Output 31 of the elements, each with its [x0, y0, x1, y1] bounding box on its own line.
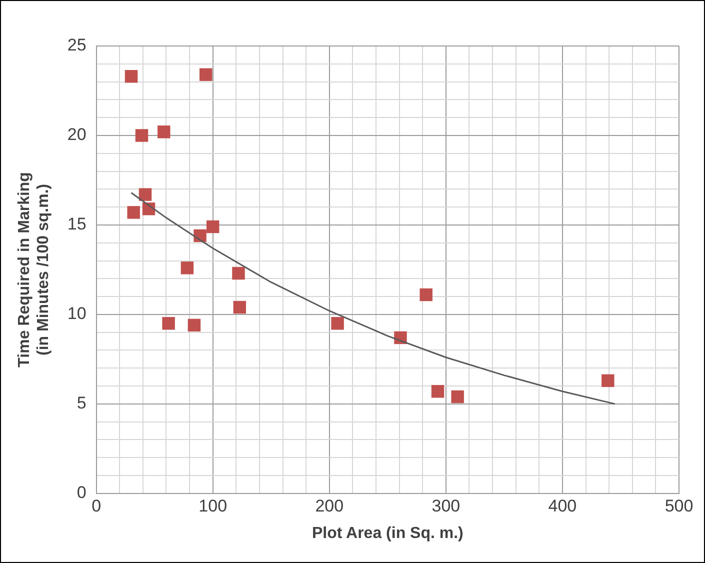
x-tick-label: 0 — [92, 496, 102, 516]
y-tick-label: 5 — [76, 394, 86, 413]
point — [451, 390, 464, 404]
point — [199, 68, 212, 81]
point — [127, 206, 140, 219]
y-tick-label: 20 — [67, 125, 86, 144]
y-tick-label: 15 — [67, 214, 86, 234]
point — [420, 288, 432, 302]
point — [138, 188, 152, 201]
point — [180, 262, 194, 274]
y-tick-label: 25 — [67, 36, 86, 55]
point — [331, 317, 344, 330]
point — [602, 374, 614, 388]
y-axis-title: Time Required in Marking (in Minutes /100 sq.m.) — [16, 172, 52, 368]
point — [158, 126, 170, 138]
point — [124, 70, 138, 83]
y-tick-label: 0 — [76, 483, 86, 502]
y-tick-label: 10 — [67, 304, 86, 324]
point — [188, 318, 201, 332]
point — [162, 317, 175, 330]
x-tick-label: 400 — [548, 496, 577, 516]
point — [232, 266, 245, 280]
x-tick-label: 500 — [664, 496, 694, 516]
x-axis-title: Plot Area (in Sq. m.) — [312, 524, 464, 542]
point — [233, 300, 246, 314]
x-tick-label: 200 — [315, 496, 344, 516]
point — [206, 220, 220, 234]
point — [135, 129, 148, 142]
x-tick-label: 100 — [198, 496, 228, 516]
point — [431, 385, 444, 398]
x-tick-label: 300 — [432, 496, 460, 516]
